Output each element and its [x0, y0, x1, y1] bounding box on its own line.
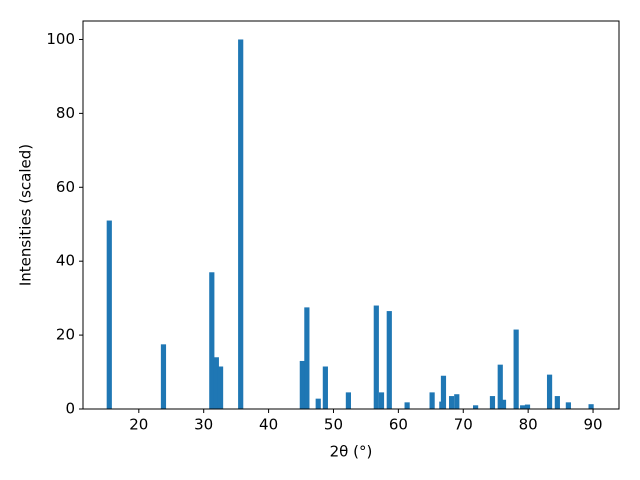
bar — [524, 404, 531, 409]
plot-frame — [82, 20, 620, 410]
bar — [238, 39, 244, 409]
bar — [472, 405, 479, 409]
x-tick-label: 70 — [454, 416, 473, 434]
y-tick-label: 40 — [56, 252, 75, 270]
x-tick-label: 20 — [129, 416, 148, 434]
bar — [404, 402, 410, 409]
y-tick-label: 0 — [65, 400, 75, 418]
bar — [378, 392, 385, 409]
y-axis-label: Intensities (scaled) — [17, 144, 35, 286]
x-tick-label: 80 — [519, 416, 538, 434]
bar — [513, 329, 519, 409]
bar — [454, 394, 460, 409]
bar — [497, 364, 503, 409]
bar — [373, 305, 379, 409]
bar — [440, 375, 447, 409]
bar — [588, 404, 594, 409]
y-tick-label: 80 — [56, 104, 75, 122]
bar — [386, 311, 392, 409]
bar — [489, 396, 496, 409]
bar — [429, 392, 435, 409]
bar — [520, 405, 526, 409]
y-tick-label: 60 — [56, 178, 75, 196]
bar — [106, 220, 112, 409]
bar — [209, 272, 215, 409]
bar — [554, 396, 560, 409]
x-tick-label: 90 — [583, 416, 602, 434]
bar — [213, 357, 219, 409]
bar — [500, 399, 507, 409]
x-tick-label: 60 — [389, 416, 408, 434]
bar — [565, 402, 571, 409]
bar — [160, 344, 167, 409]
bar — [217, 366, 224, 409]
x-tick-label: 40 — [259, 416, 278, 434]
x-tick-label: 50 — [324, 416, 343, 434]
bar — [345, 392, 351, 409]
bar — [546, 374, 553, 409]
bar — [322, 366, 328, 409]
x-tick-label: 30 — [194, 416, 213, 434]
bar — [448, 396, 455, 409]
bar — [304, 307, 310, 409]
bar — [299, 360, 305, 409]
y-tick-label: 100 — [46, 30, 75, 48]
bar — [315, 398, 321, 409]
x-axis-label: 2θ (°) — [330, 443, 373, 461]
y-tick-label: 20 — [56, 326, 75, 344]
